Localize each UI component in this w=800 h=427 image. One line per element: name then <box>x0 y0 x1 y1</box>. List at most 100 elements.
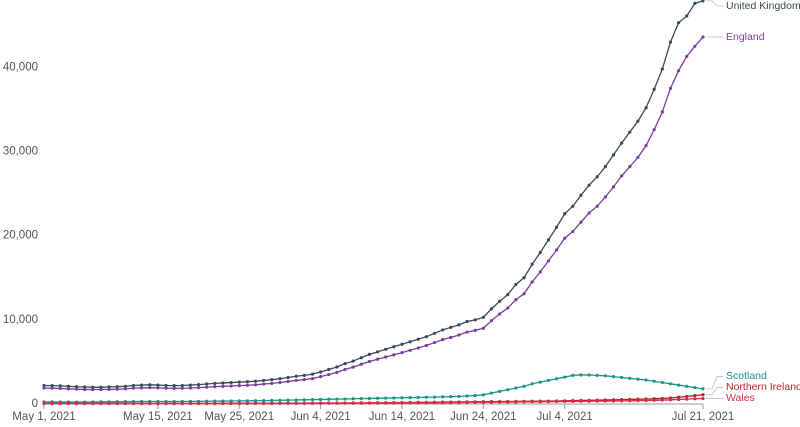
data-point <box>473 318 477 322</box>
data-point <box>123 401 127 406</box>
data-point <box>384 355 388 359</box>
data-point <box>205 382 209 386</box>
data-point <box>188 401 193 406</box>
data-point <box>554 225 559 229</box>
data-point <box>628 399 632 403</box>
data-point <box>229 401 233 406</box>
data-point <box>392 401 396 405</box>
data-point <box>563 212 567 216</box>
data-point <box>579 193 583 197</box>
data-point <box>636 119 640 123</box>
data-point <box>449 394 453 399</box>
data-point <box>424 335 428 339</box>
data-point <box>196 401 201 406</box>
data-point <box>253 379 258 383</box>
data-point <box>229 380 233 385</box>
data-point <box>99 387 103 392</box>
data-point <box>400 396 404 400</box>
data-point <box>620 141 624 145</box>
data-point <box>400 342 404 346</box>
data-point <box>327 372 331 377</box>
data-point <box>546 259 551 263</box>
data-point <box>611 185 616 189</box>
data-point <box>180 386 184 390</box>
data-point <box>140 383 144 387</box>
data-point <box>180 383 184 388</box>
data-point <box>522 384 526 388</box>
data-point <box>400 351 404 355</box>
data-point <box>164 402 168 406</box>
label-connector <box>706 387 723 396</box>
data-point <box>620 174 624 178</box>
data-point <box>530 400 534 404</box>
x-tick-label: Jun 24, 2021 <box>450 411 517 423</box>
data-point <box>172 384 176 388</box>
data-point <box>123 387 127 391</box>
data-point <box>253 399 258 403</box>
data-point <box>668 398 673 402</box>
data-point <box>441 395 445 399</box>
data-point <box>506 388 510 392</box>
data-point <box>652 87 656 91</box>
data-point <box>359 397 363 401</box>
data-point <box>538 250 542 255</box>
data-point <box>392 396 396 400</box>
data-point <box>481 315 485 319</box>
data-point <box>693 44 697 48</box>
x-tick-label: May 15, 2021 <box>123 411 193 423</box>
data-point <box>42 386 46 390</box>
data-point <box>579 220 583 224</box>
data-point <box>278 377 282 381</box>
data-point <box>131 386 136 390</box>
data-point <box>343 367 347 372</box>
data-point <box>628 165 632 169</box>
series-label: Northern Ireland <box>726 381 800 393</box>
data-point <box>538 380 542 384</box>
data-point <box>294 374 298 378</box>
data-point <box>286 375 290 380</box>
y-tick-label: 40,000 <box>3 61 38 73</box>
data-point <box>571 204 575 208</box>
data-point <box>538 270 542 274</box>
data-point <box>245 383 249 387</box>
data-point <box>131 401 136 406</box>
data-point <box>392 345 396 349</box>
data-point <box>319 375 323 379</box>
data-point <box>367 401 372 405</box>
x-tick-label: Jun 14, 2021 <box>369 411 436 423</box>
data-point <box>42 401 46 406</box>
data-point <box>473 393 477 398</box>
data-point <box>278 401 282 406</box>
data-point <box>538 400 542 404</box>
data-point <box>343 362 347 366</box>
data-point <box>107 385 111 389</box>
data-point <box>530 280 534 284</box>
data-point <box>205 385 209 389</box>
data-point <box>644 378 648 382</box>
data-point <box>701 396 705 401</box>
y-tick-label: 30,000 <box>3 146 38 158</box>
data-point <box>74 385 79 389</box>
data-point <box>514 298 518 302</box>
data-point <box>546 400 551 404</box>
data-point <box>449 401 453 405</box>
data-point <box>457 333 461 337</box>
data-point <box>660 110 664 114</box>
data-point <box>115 387 119 391</box>
data-point <box>636 377 640 381</box>
data-point <box>424 401 428 405</box>
data-point <box>636 399 640 403</box>
data-point <box>473 400 477 405</box>
data-point <box>498 299 502 303</box>
data-point <box>66 384 71 388</box>
data-point <box>319 397 323 402</box>
data-point <box>595 399 599 403</box>
data-point <box>611 153 616 157</box>
data-point <box>579 399 583 403</box>
data-point <box>432 331 437 335</box>
data-point <box>676 69 681 73</box>
data-point <box>164 383 168 388</box>
data-point <box>327 401 331 405</box>
data-point <box>636 155 640 159</box>
data-point <box>424 395 428 399</box>
